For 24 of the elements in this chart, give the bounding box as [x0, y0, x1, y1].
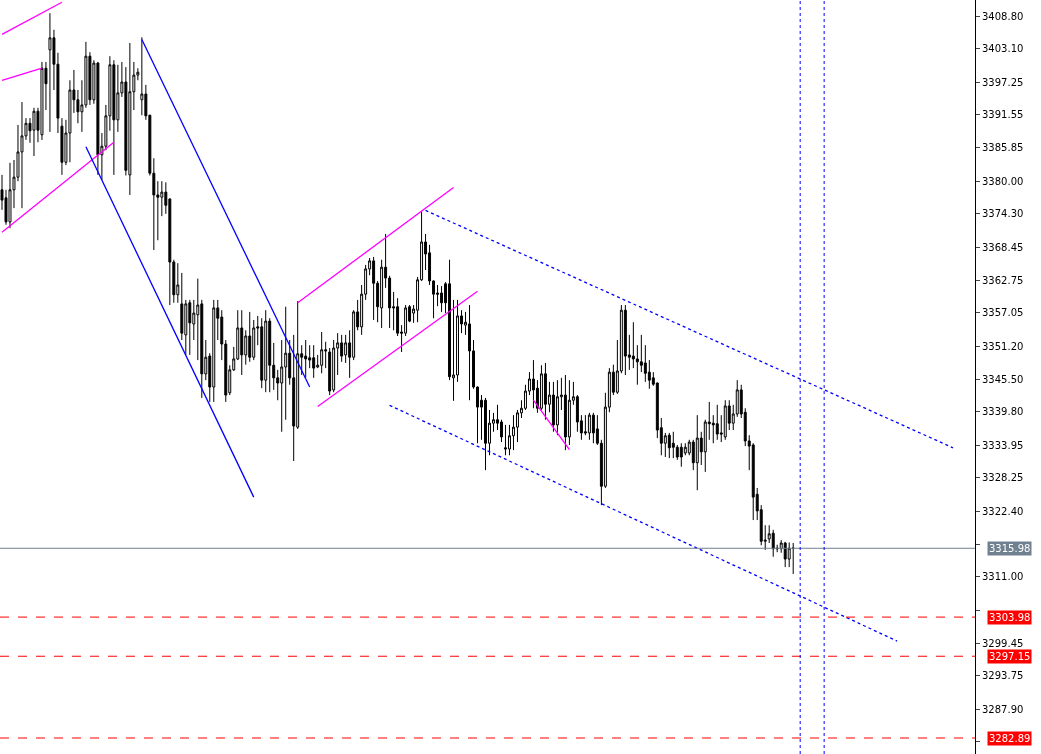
y-tick-label: 3333.95 [982, 439, 1024, 451]
ref-line-label: 3297.15 [989, 651, 1031, 662]
y-tick-label: 3408.80 [982, 10, 1024, 22]
y-tick-label: 3380.00 [982, 175, 1024, 187]
y-tick-label: 3403.10 [982, 43, 1024, 55]
y-tick-label: 3351.20 [982, 340, 1024, 352]
y-tick-label: 3339.80 [982, 406, 1024, 418]
y-tick-label: 3374.30 [982, 208, 1024, 220]
y-tick-label: 3287.90 [982, 703, 1024, 715]
y-tick-label: 3328.25 [982, 472, 1024, 484]
y-tick-label: 3299.45 [982, 637, 1024, 649]
y-tick-label: 3293.75 [982, 670, 1024, 682]
y-tick-label: 3311.00 [982, 571, 1024, 583]
y-tick-label: 3322.40 [982, 505, 1024, 517]
y-tick-label: 3391.55 [982, 109, 1024, 121]
y-tick-label: 3362.75 [982, 274, 1024, 286]
y-tick-label: 3385.85 [982, 142, 1024, 154]
y-tick-label: 3345.50 [982, 373, 1024, 385]
y-tick-label: 3368.45 [982, 241, 1024, 253]
y-tick-label: 3357.05 [982, 307, 1024, 319]
ref-line-label: 3303.98 [989, 612, 1031, 623]
ref-line-label: 3315.98 [989, 543, 1031, 554]
y-tick-label: 3397.25 [982, 76, 1024, 88]
ref-line-label: 3282.89 [989, 733, 1031, 744]
